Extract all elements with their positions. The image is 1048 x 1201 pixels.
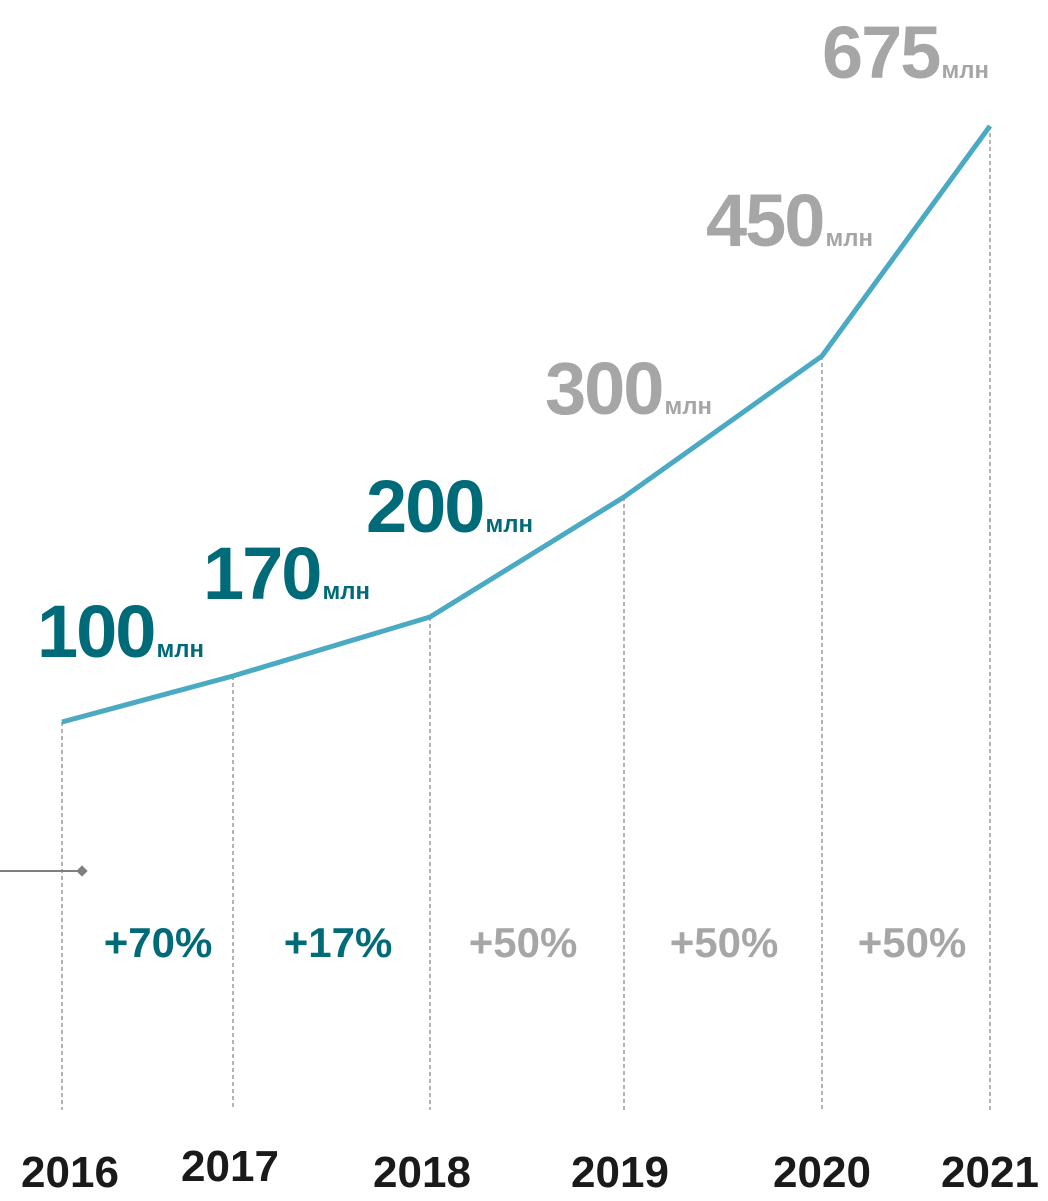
value-number: 675 [822,11,940,94]
year-label-2016: 2016 [21,1148,119,1197]
value-label-2018: 200млн [366,465,533,548]
x-axis-tick-labels: 2016 2017 2018 2019 2020 2021 [21,1142,1039,1197]
year-label-2017: 2017 [181,1142,279,1191]
value-unit: млн [322,578,370,605]
value-label-2019: 300млн [545,347,712,430]
growth-label-3: +50% [469,919,578,966]
growth-label-1: +70% [104,919,213,966]
growth-labels: +70% +17% +50% +50% +50% [104,919,967,966]
series-line [61,124,993,725]
year-label-2020: 2020 [773,1148,871,1197]
growth-label-5: +50% [858,919,967,966]
value-label-2016: 100млн [37,590,204,673]
value-number: 200 [366,465,483,548]
value-unit: млн [664,393,712,420]
value-unit: млн [156,636,204,663]
value-label-2017: 170млн [203,532,370,615]
value-number: 170 [203,532,320,615]
pointer-diamond [76,865,88,877]
value-unit: млн [825,225,873,252]
value-label-2020: 450млн [706,179,873,262]
value-label-2021: 675млн [822,11,989,94]
value-number: 100 [37,590,154,673]
pointer-marker [0,865,88,877]
value-number: 300 [545,347,662,430]
year-label-2019: 2019 [571,1148,669,1197]
value-unit: млн [485,511,533,538]
growth-label-2: +17% [284,919,393,966]
growth-label-4: +50% [670,919,779,966]
vertical-guide-lines [61,126,991,1110]
year-label-2018: 2018 [373,1148,471,1197]
value-unit: млн [941,57,989,84]
year-label-2021: 2021 [941,1148,1039,1197]
value-number: 450 [706,179,823,262]
